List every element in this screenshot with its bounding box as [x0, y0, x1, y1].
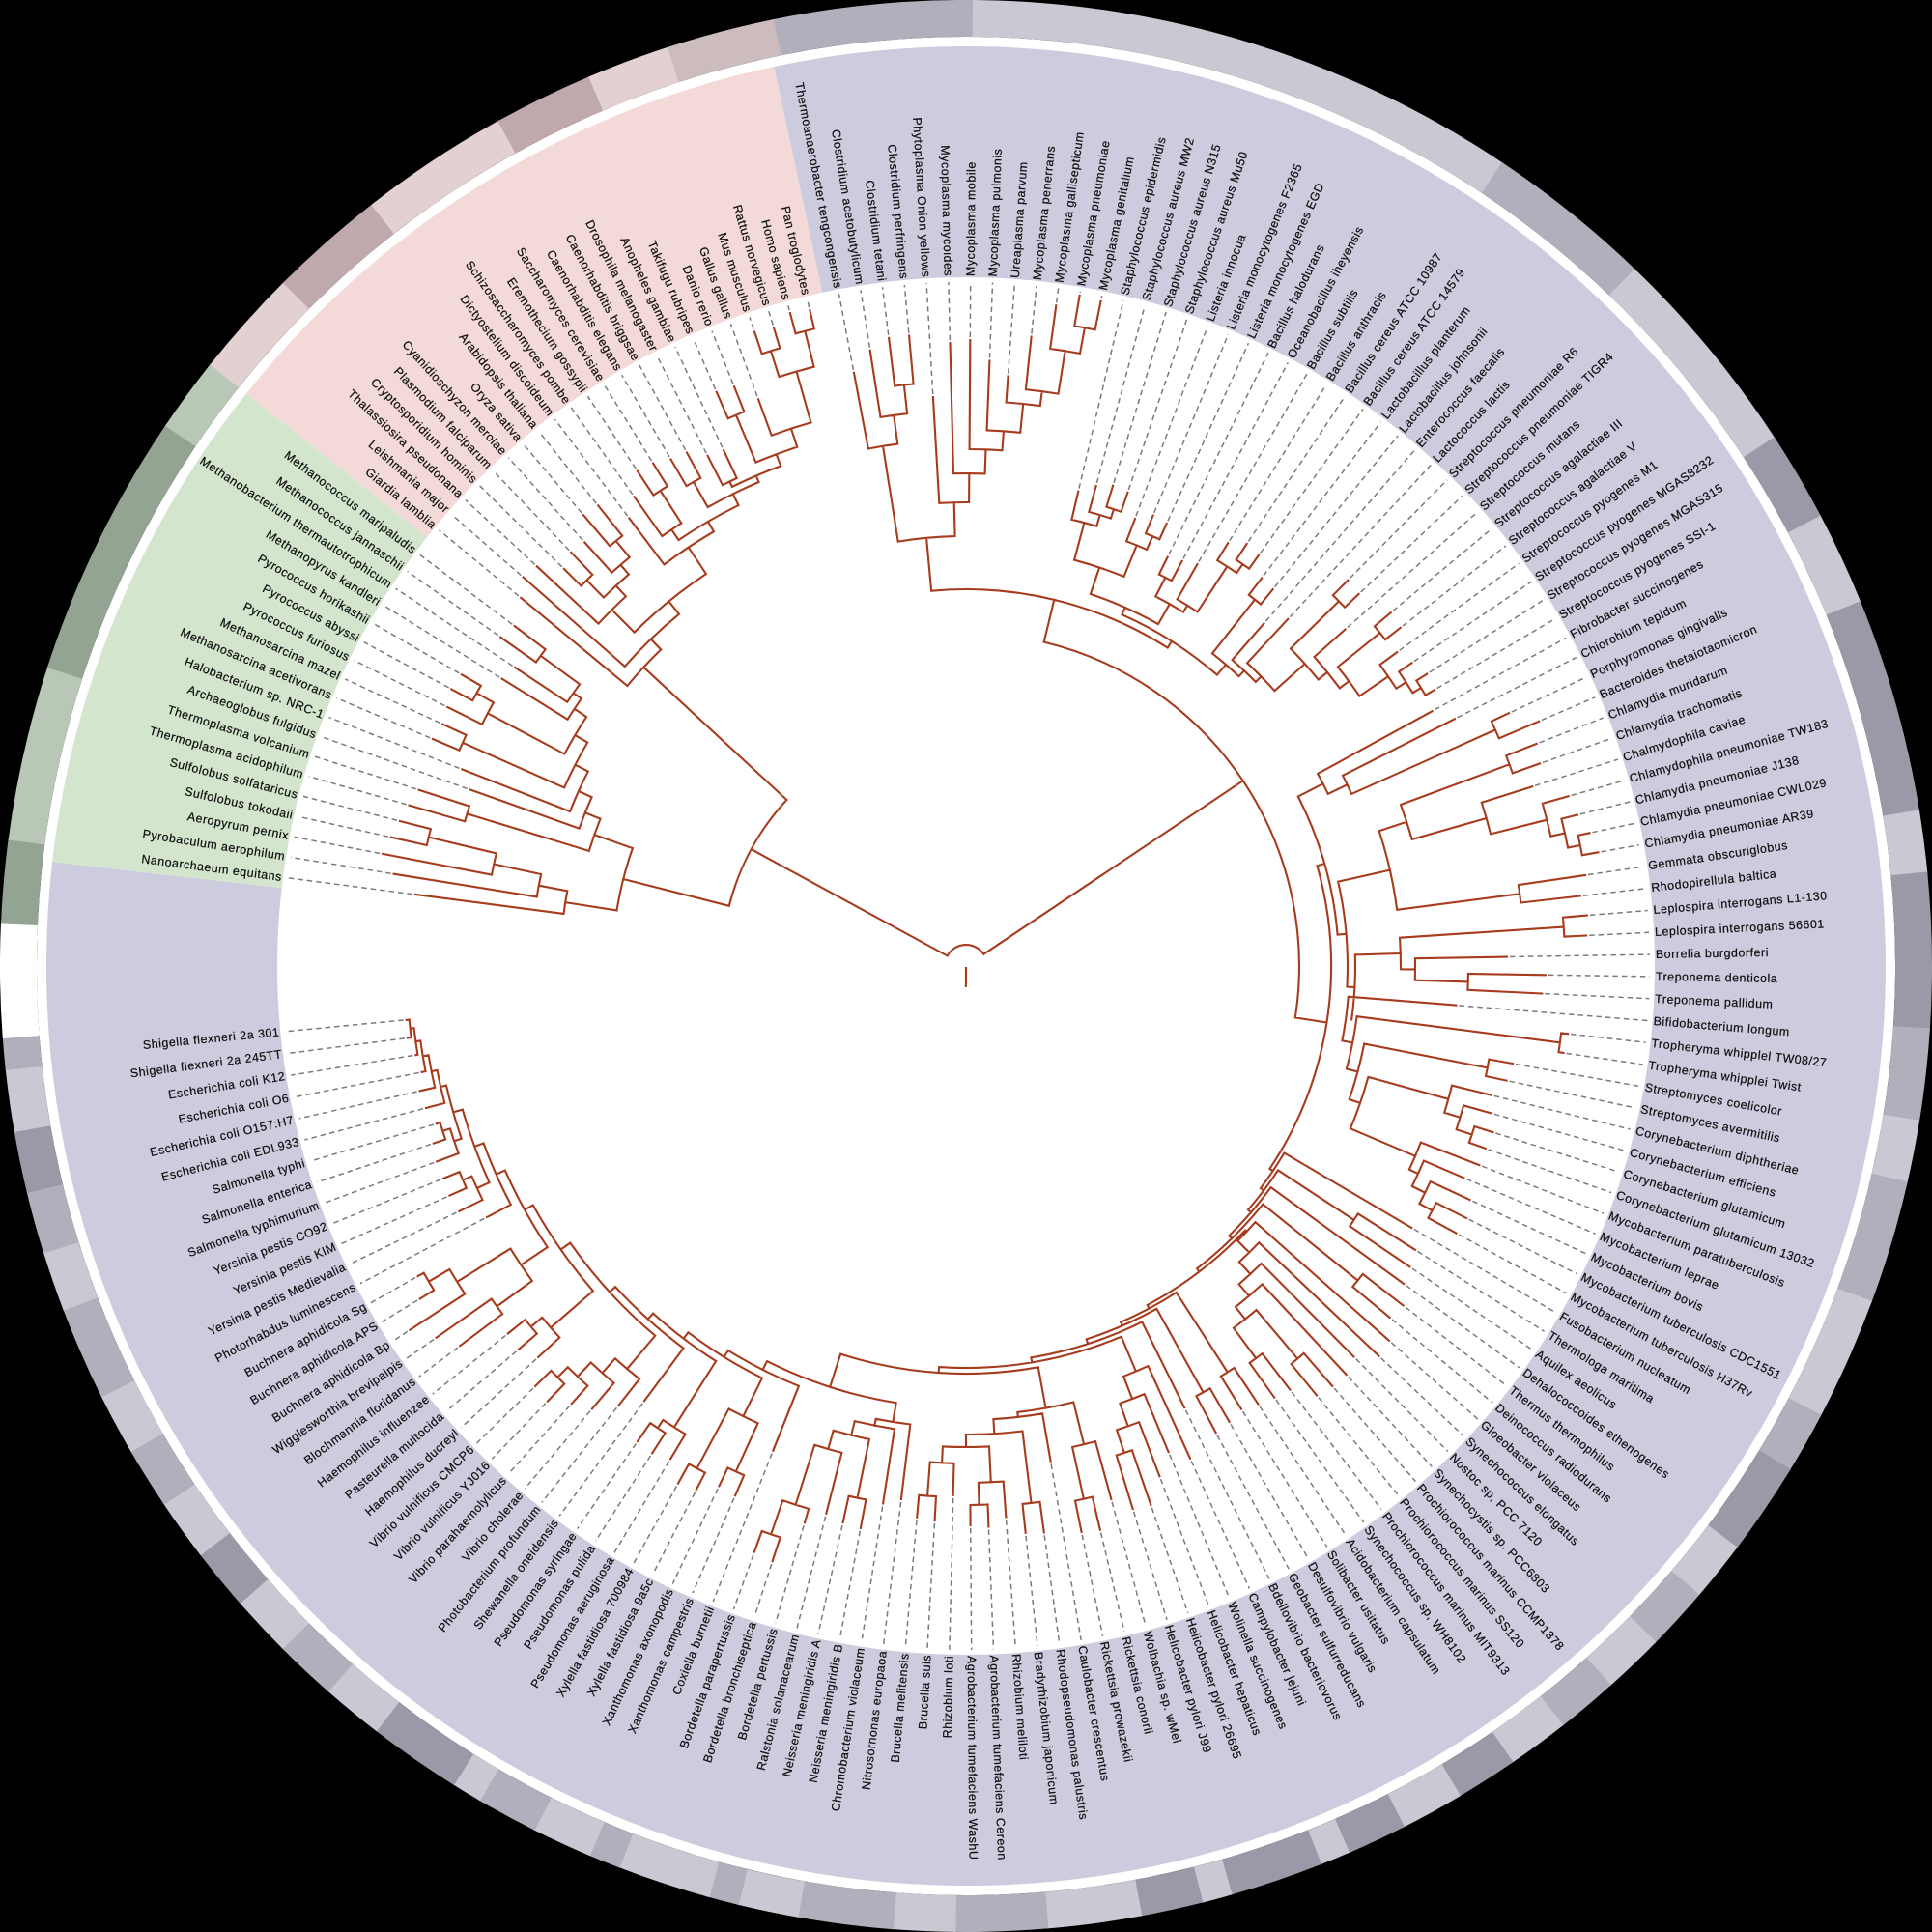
svg-text:Mycoplasma mobile: Mycoplasma mobile [964, 161, 979, 276]
svg-text:Treponema pallidum: Treponema pallidum [1655, 992, 1774, 1011]
svg-text:Mycoplasma mycoides: Mycoplasma mycoides [938, 145, 955, 276]
svg-text:Mycoplasma pulmonis: Mycoplasma pulmonis [986, 148, 1005, 276]
svg-text:Agrobacterium tumefaciens Wash: Agrobacterium tumefaciens WashU [965, 1656, 980, 1861]
svg-text:Borrelia burgdorferi: Borrelia burgdorferi [1656, 946, 1769, 961]
svg-text:Treponema denticola: Treponema denticola [1656, 970, 1778, 985]
svg-text:Brucella suis: Brucella suis [916, 1655, 933, 1730]
svg-text:Rhizoblum loti: Rhizoblum loti [941, 1656, 956, 1739]
